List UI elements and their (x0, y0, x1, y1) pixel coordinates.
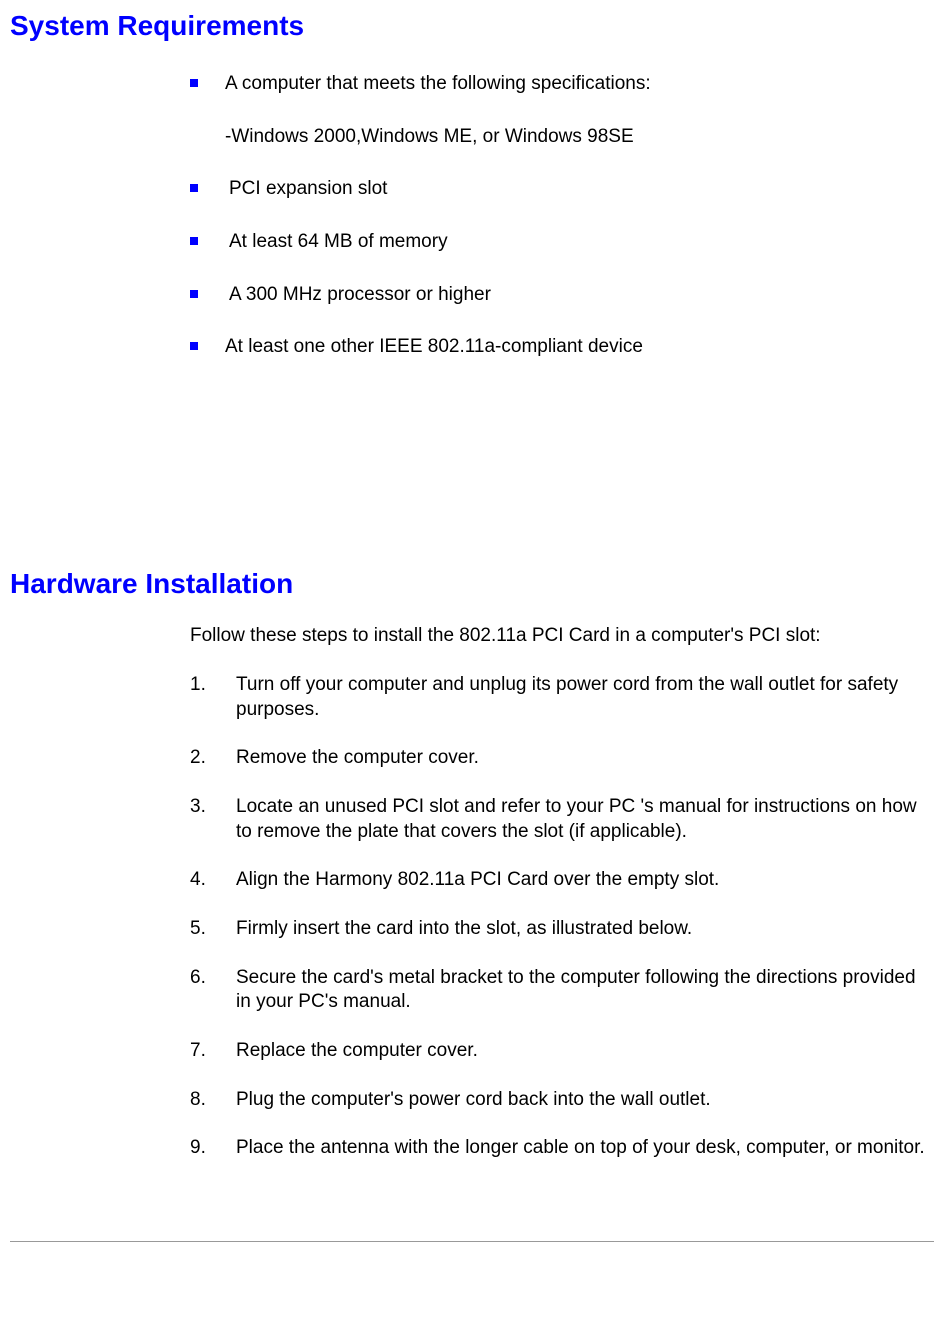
installation-step-item: 2.Remove the computer cover. (190, 746, 934, 771)
step-text: Place the antenna with the longer cable … (236, 1136, 934, 1161)
step-number: 9. (190, 1136, 236, 1161)
step-text: Replace the computer cover. (236, 1039, 934, 1064)
requirements-list-item: At least one other IEEE 802.11a-complian… (190, 335, 934, 360)
installation-steps-list: 1.Turn off your computer and unplug its … (190, 673, 934, 1161)
installation-step-item: 6.Secure the card's metal bracket to the… (190, 966, 934, 1015)
list-item-text: A 300 MHz processor or higher (229, 283, 934, 308)
list-item-text: At least one other IEEE 802.11a-complian… (225, 335, 934, 360)
hardware-installation-content: Follow these steps to install the 802.11… (190, 624, 934, 1161)
list-item-text: At least 64 MB of memory (229, 230, 934, 255)
square-bullet-icon (190, 290, 198, 298)
list-item-text: PCI expansion slot (229, 177, 934, 202)
step-number: 5. (190, 917, 236, 942)
requirements-list: A computer that meets the following spec… (190, 72, 934, 360)
installation-step-item: 3.Locate an unused PCI slot and refer to… (190, 795, 934, 844)
installation-step-item: 7.Replace the computer cover. (190, 1039, 934, 1064)
square-bullet-icon (190, 237, 198, 245)
list-item-text: A computer that meets the following spec… (225, 72, 934, 149)
requirements-list-item: PCI expansion slot (190, 177, 934, 202)
step-text: Plug the computer's power cord back into… (236, 1088, 934, 1113)
installation-step-item: 8.Plug the computer's power cord back in… (190, 1088, 934, 1113)
step-number: 7. (190, 1039, 236, 1064)
installation-intro: Follow these steps to install the 802.11… (190, 624, 934, 649)
section-heading-hardware-installation: Hardware Installation (10, 568, 934, 600)
system-requirements-content: A computer that meets the following spec… (190, 72, 934, 360)
step-number: 4. (190, 868, 236, 893)
square-bullet-icon (190, 184, 198, 192)
requirements-list-item: A 300 MHz processor or higher (190, 283, 934, 308)
installation-step-item: 5.Firmly insert the card into the slot, … (190, 917, 934, 942)
section-spacer (10, 388, 934, 568)
installation-step-item: 4.Align the Harmony 802.11a PCI Card ove… (190, 868, 934, 893)
requirements-list-item: A computer that meets the following spec… (190, 72, 934, 149)
step-number: 2. (190, 746, 236, 771)
step-text: Turn off your computer and unplug its po… (236, 673, 934, 722)
step-number: 6. (190, 966, 236, 991)
step-text: Locate an unused PCI slot and refer to y… (236, 795, 934, 844)
step-number: 1. (190, 673, 236, 698)
page-divider (10, 1241, 934, 1242)
step-number: 3. (190, 795, 236, 820)
step-text: Remove the computer cover. (236, 746, 934, 771)
square-bullet-icon (190, 342, 198, 350)
requirements-list-item: At least 64 MB of memory (190, 230, 934, 255)
installation-step-item: 9.Place the antenna with the longer cabl… (190, 1136, 934, 1161)
step-text: Firmly insert the card into the slot, as… (236, 917, 934, 942)
step-number: 8. (190, 1088, 236, 1113)
step-text: Align the Harmony 802.11a PCI Card over … (236, 868, 934, 893)
step-text: Secure the card's metal bracket to the c… (236, 966, 934, 1015)
list-item-subtext: -Windows 2000,Windows ME, or Windows 98S… (225, 125, 934, 150)
square-bullet-icon (190, 79, 198, 87)
installation-step-item: 1.Turn off your computer and unplug its … (190, 673, 934, 722)
section-heading-system-requirements: System Requirements (10, 10, 934, 42)
